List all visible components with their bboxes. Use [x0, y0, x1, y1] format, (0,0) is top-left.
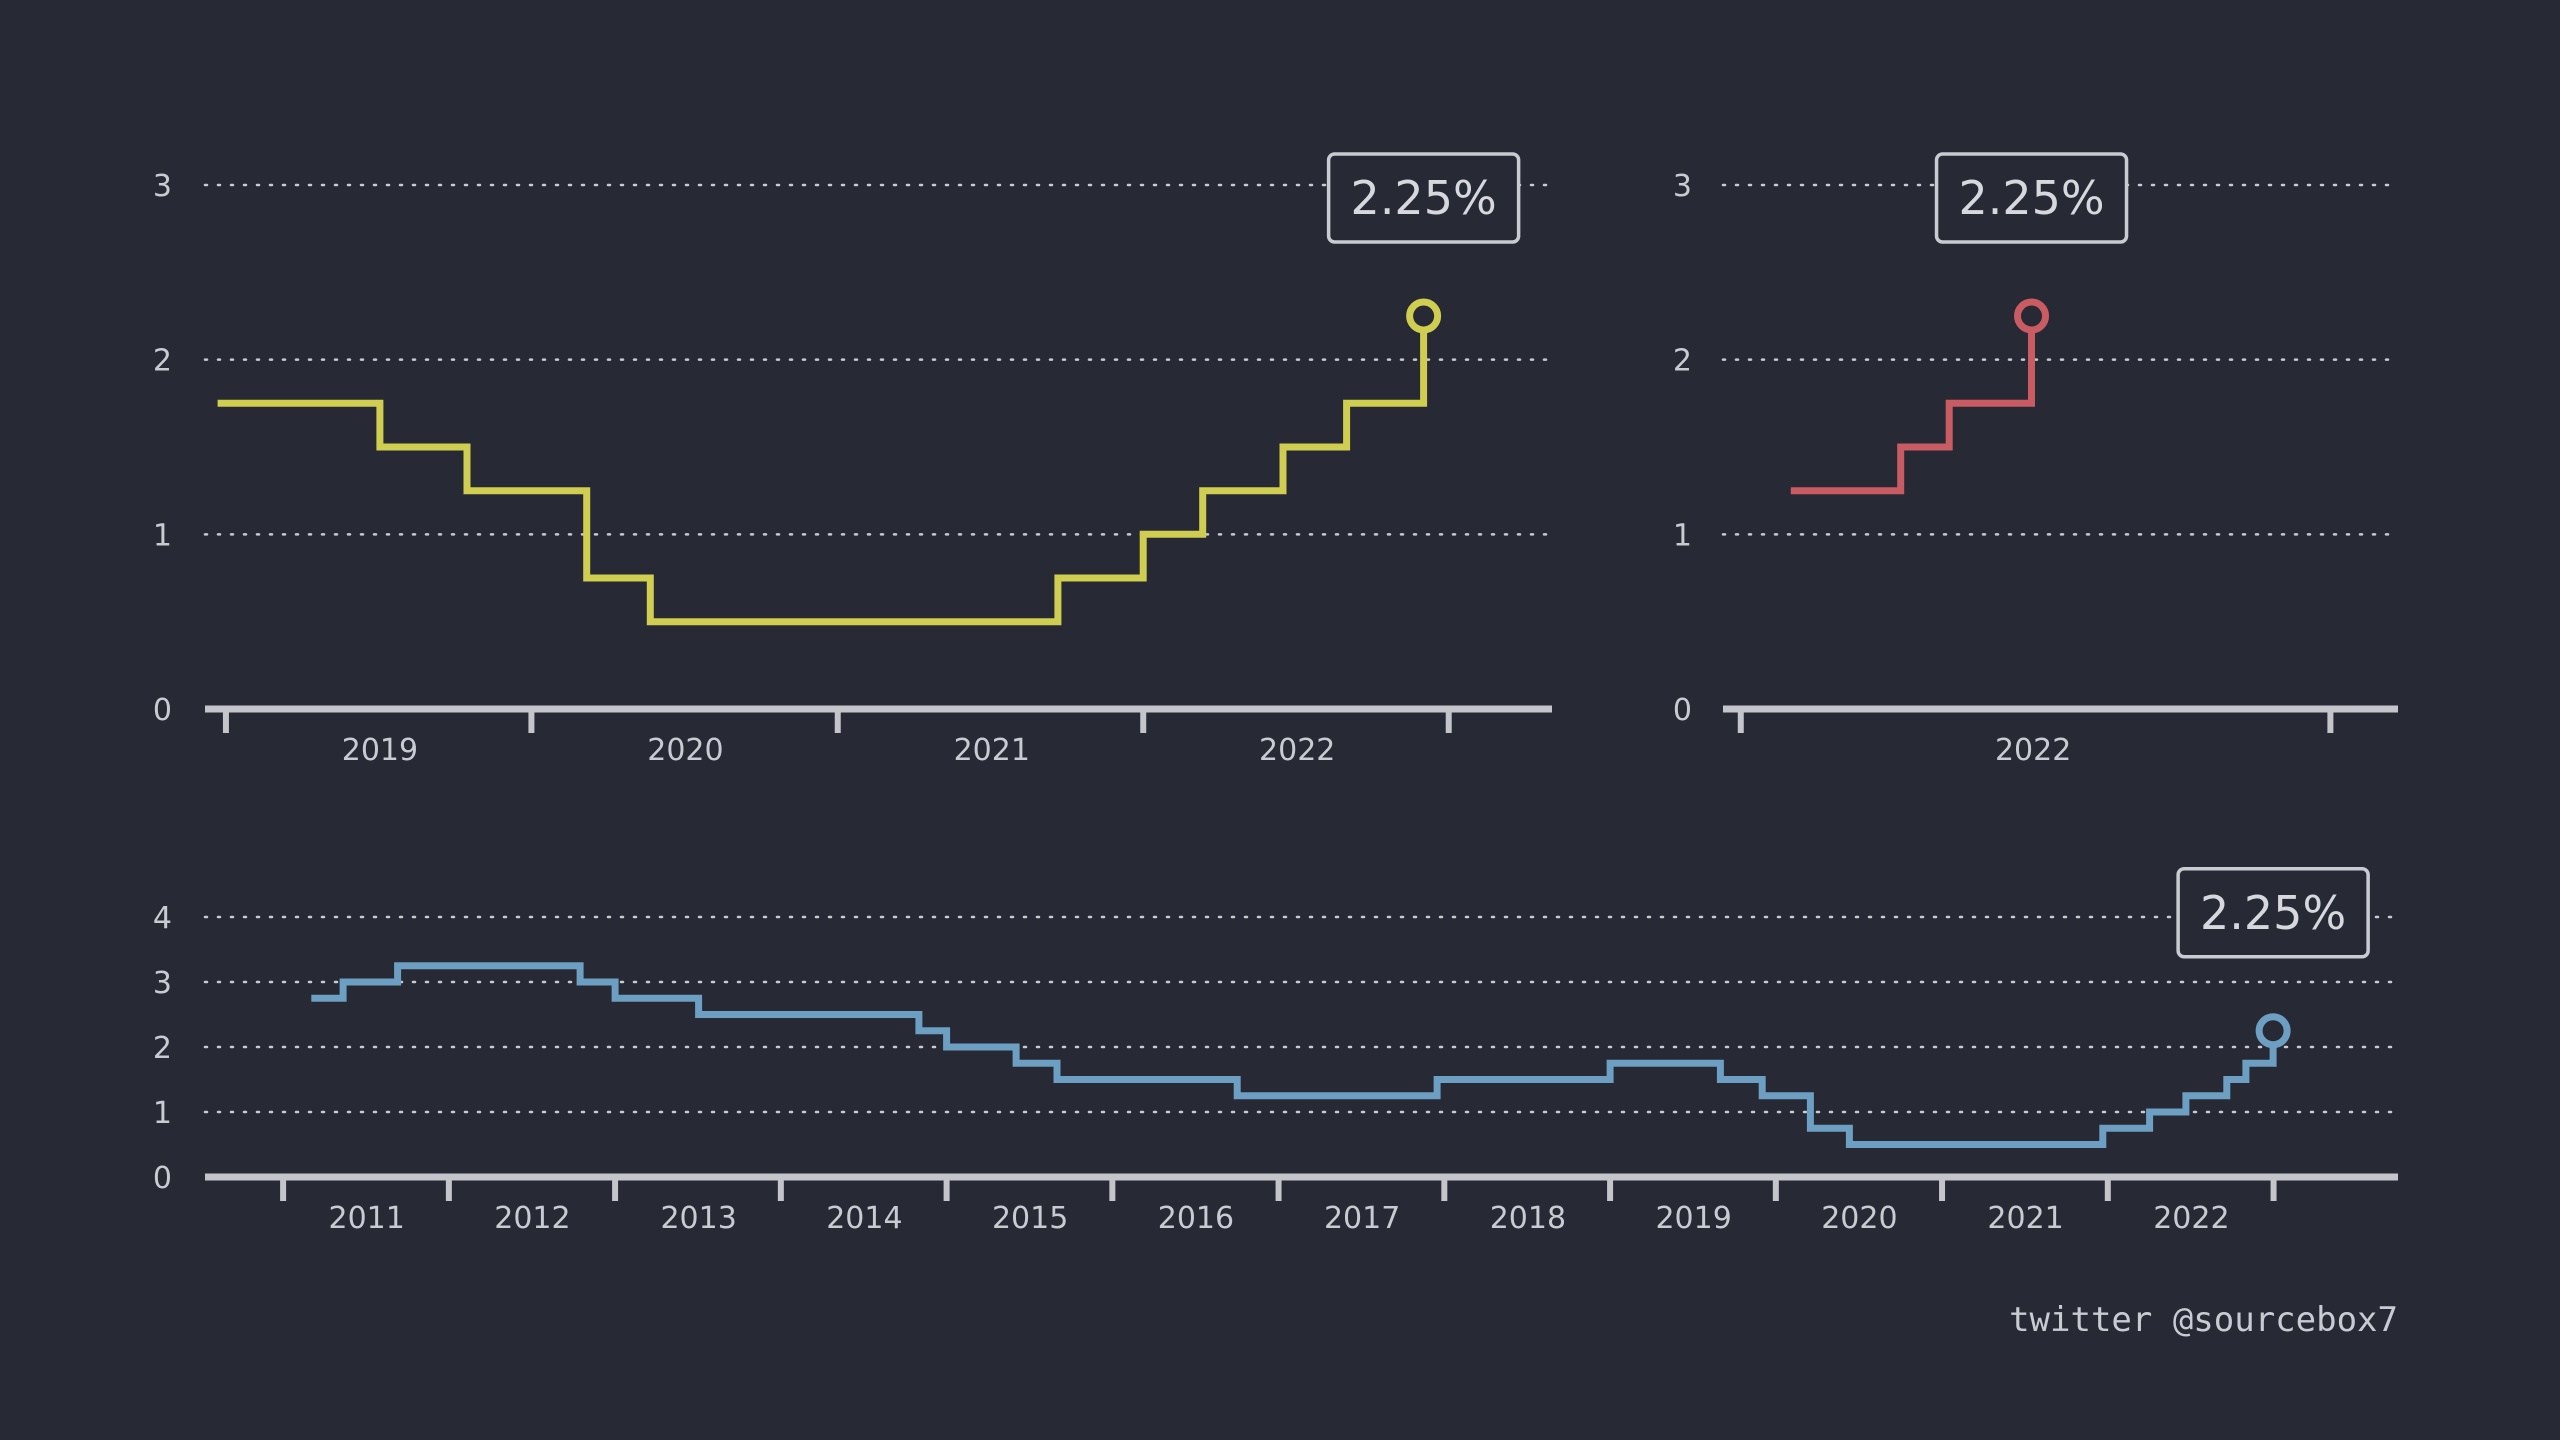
y-tick-label: 4: [153, 901, 172, 936]
x-tick-label: 2022: [2153, 1201, 2229, 1236]
series-line: [311, 962, 2277, 1148]
series-line: [1790, 316, 2035, 495]
y-tick-label: 0: [1673, 693, 1692, 728]
x-tick-label: 2016: [1158, 1201, 1234, 1236]
x-tick-label: 2019: [342, 733, 418, 768]
chart-2022: 0 1 2 3 2022 2.25%: [1673, 152, 2398, 768]
callout-label: 2.25%: [1958, 171, 2104, 225]
x-tick-label: 2013: [660, 1201, 736, 1236]
callout-box: [1934, 152, 2129, 244]
x-tick-label: 2019: [1655, 1201, 1731, 1236]
x-tick-label: 2022: [1259, 733, 1335, 768]
y-tick-label: 0: [153, 693, 172, 728]
y-tick-label: 2: [153, 1031, 172, 1066]
y-tick-label: 1: [153, 518, 172, 553]
y-tick-label: 1: [1673, 518, 1692, 553]
y-tick-label: 3: [1673, 169, 1692, 204]
x-tick-label: 2018: [1490, 1201, 1566, 1236]
y-tick-label: 0: [153, 1161, 172, 1196]
y-tick-label: 2: [1673, 344, 1692, 379]
endpoint-marker: [2014, 298, 2050, 334]
x-tick-label: 2021: [954, 733, 1030, 768]
callout-label: 2.25%: [2200, 886, 2346, 940]
x-tick-label: 2020: [647, 733, 723, 768]
x-tick-label: 2015: [992, 1201, 1068, 1236]
credit-text: twitter @sourcebox7: [2009, 1300, 2398, 1340]
chart-long: 0 1 2 3 4 2011 2012 2013 2014 2015 2016 2017 2018 201…: [153, 867, 2400, 1236]
x-tick-label: 2012: [494, 1201, 570, 1236]
x-tick-label: 2014: [826, 1201, 902, 1236]
x-tick-label: 2021: [1987, 1201, 2063, 1236]
callout-label: 2.25%: [1351, 171, 1497, 225]
y-tick-label: 2: [153, 344, 172, 379]
y-tick-label: 3: [153, 966, 172, 1001]
y-tick-label: 3: [153, 169, 172, 204]
x-tick-label: 2011: [328, 1201, 404, 1236]
y-tick-label: 1: [153, 1096, 172, 1131]
endpoint-marker: [1406, 298, 1442, 334]
callout-box: [2176, 867, 2370, 959]
series-line: [217, 316, 1428, 626]
endpoint-marker: [2255, 1013, 2291, 1049]
x-tick-label: 2022: [1995, 733, 2071, 768]
chart-recent: 0 1 2 3 2019 2020 2021 2022 2.25%: [153, 152, 1552, 768]
x-tick-label: 2020: [1821, 1201, 1897, 1236]
x-tick-label: 2017: [1324, 1201, 1400, 1236]
callout-box: [1326, 152, 1521, 244]
